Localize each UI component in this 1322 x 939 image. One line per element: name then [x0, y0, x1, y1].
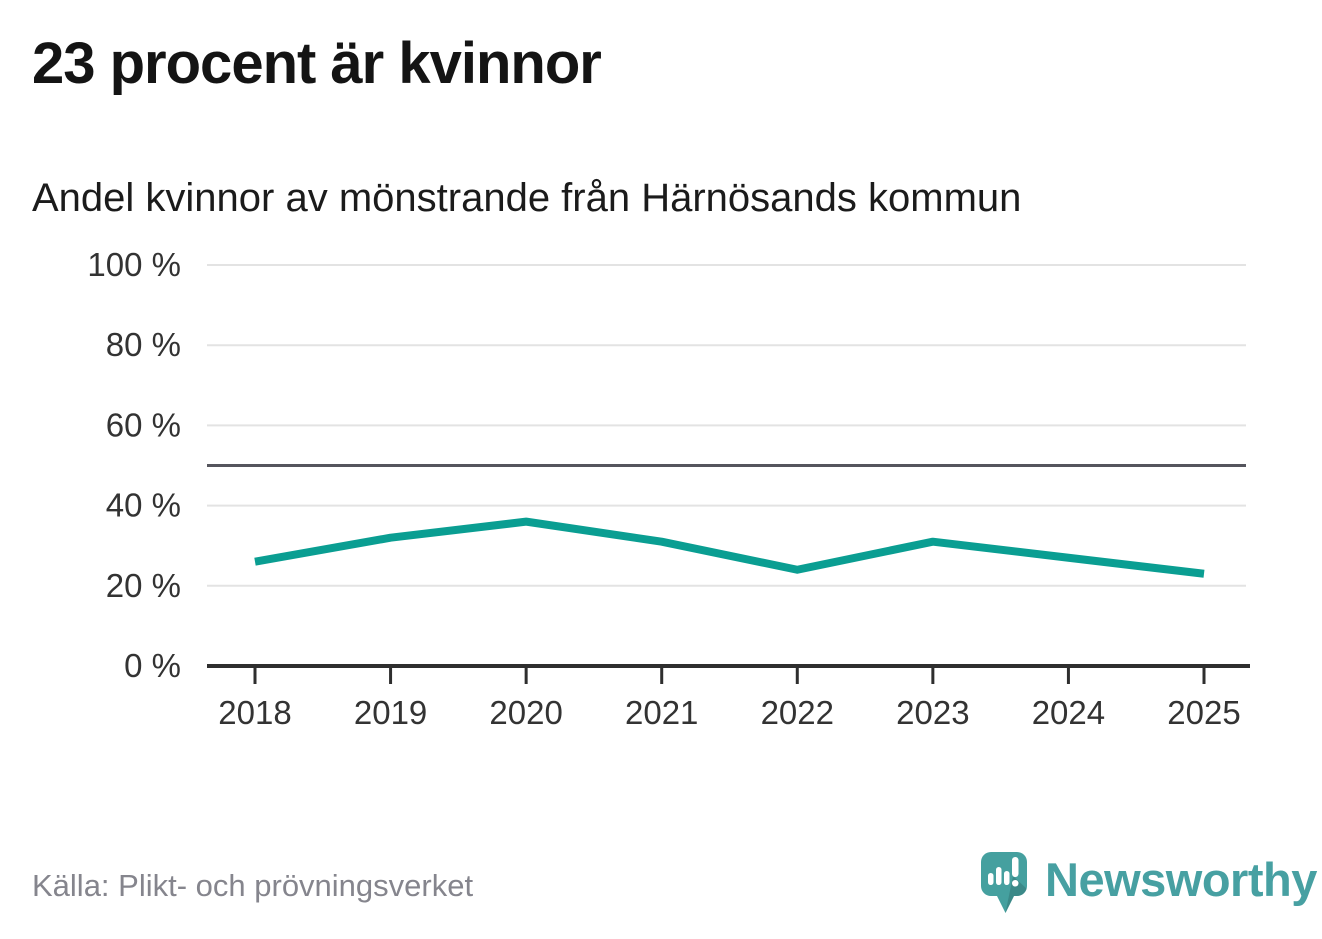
logo-exclamation-dot — [1012, 880, 1019, 887]
y-axis-tick-label-60: 60 % — [106, 406, 181, 443]
x-axis-tick-label-2022: 2022 — [761, 694, 834, 731]
x-axis-tick-label-2021: 2021 — [625, 694, 698, 731]
x-axis-tick-label-2025: 2025 — [1167, 694, 1240, 731]
logo-bar-tall — [996, 867, 1002, 885]
logo-bar-short — [988, 873, 994, 885]
source-note: Källa: Plikt- och prövningsverket — [32, 868, 474, 903]
x-axis-tick-label-2018: 2018 — [218, 694, 291, 731]
logo-exclamation-stem — [1012, 857, 1019, 877]
x-axis-tick-label-2023: 2023 — [896, 694, 969, 731]
newsworthy-logo: Newsworthy — [981, 852, 1317, 915]
line-chart: 0 % 20 % 40 % 60 % 80 % 100 % 2018 2019 2020 2021… — [87, 246, 1250, 731]
x-axis-tick-label-2020: 2020 — [489, 694, 562, 731]
newsworthy-wordmark: Newsworthy — [1045, 853, 1317, 906]
data-line-andel-kvinnor — [254, 517, 1205, 578]
logo-bar-medium — [1004, 871, 1010, 885]
y-axis-tick-label-80: 80 % — [106, 326, 181, 363]
newsworthy-logo-icon — [981, 852, 1027, 913]
x-axis-tick-label-2019: 2019 — [354, 694, 427, 731]
y-axis-tick-label-40: 40 % — [106, 487, 181, 524]
chart-subtitle: Andel kvinnor av mönstrande från Härnösa… — [32, 176, 1022, 220]
x-axis-tick-label-2024: 2024 — [1032, 694, 1105, 731]
page-title: 23 procent är kvinnor — [32, 31, 602, 96]
y-axis-tick-label-100: 100 % — [87, 246, 181, 283]
y-axis-tick-label-0: 0 % — [124, 647, 181, 684]
y-axis-tick-label-20: 20 % — [106, 567, 181, 604]
